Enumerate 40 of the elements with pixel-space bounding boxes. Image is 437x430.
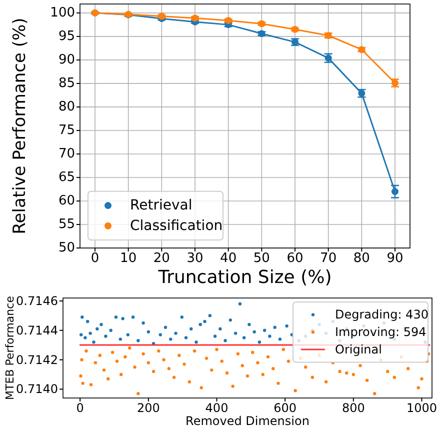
- x-tick-label: 600: [274, 400, 297, 415]
- y-tick-label: 0.7140: [16, 382, 58, 396]
- x-tick-label: 60: [286, 250, 304, 266]
- legend-label: Classification: [130, 218, 223, 234]
- y-tick-label: 80: [58, 99, 75, 114]
- x-tick-label: 1000: [406, 400, 437, 415]
- y-tick-label: 75: [58, 122, 75, 138]
- y-tick-label: 65: [58, 170, 75, 185]
- y-tick-label: 100: [50, 5, 75, 20]
- x-tick-label: 10: [120, 250, 137, 266]
- x-axis-title: Truncation Size (%): [157, 266, 332, 288]
- y-tick-label: 90: [58, 52, 75, 68]
- y-tick-label: 70: [58, 146, 75, 162]
- y-tick-label: 50: [58, 240, 75, 256]
- x-tick-label: 800: [342, 400, 365, 415]
- x-tick-label: 80: [353, 250, 370, 266]
- x-tick-label: 90: [386, 250, 404, 266]
- y-tick-label: 85: [58, 76, 75, 91]
- legend-label: Degrading: 430: [335, 308, 428, 322]
- y-tick-label: 0.7142: [16, 352, 58, 367]
- y-axis-title: MTEB Performance: [4, 296, 16, 400]
- y-tick-label: 55: [58, 216, 75, 232]
- x-tick-label: 0: [76, 400, 84, 415]
- legend-label: Improving: 594: [335, 325, 426, 340]
- x-tick-label: 70: [320, 250, 337, 266]
- legend-label: Original: [335, 342, 382, 356]
- x-tick-label: 200: [136, 400, 160, 415]
- x-axis-title: Removed Dimension: [186, 414, 310, 428]
- y-tick-label: 60: [58, 193, 75, 208]
- x-tick-label: 30: [186, 250, 204, 266]
- x-tick-label: 20: [153, 250, 170, 266]
- x-tick-label: 400: [205, 400, 228, 415]
- y-axis-title: Relative Performance (%): [10, 18, 30, 234]
- y-tick-label: 0.7144: [16, 323, 58, 338]
- x-tick-label: 40: [220, 250, 237, 266]
- x-tick-label: 0: [90, 250, 100, 266]
- x-tick-label: 50: [253, 250, 270, 266]
- y-tick-label: 0.7146: [16, 294, 58, 308]
- y-tick-label: 95: [58, 28, 75, 44]
- legend-label: Retrieval: [130, 198, 192, 214]
